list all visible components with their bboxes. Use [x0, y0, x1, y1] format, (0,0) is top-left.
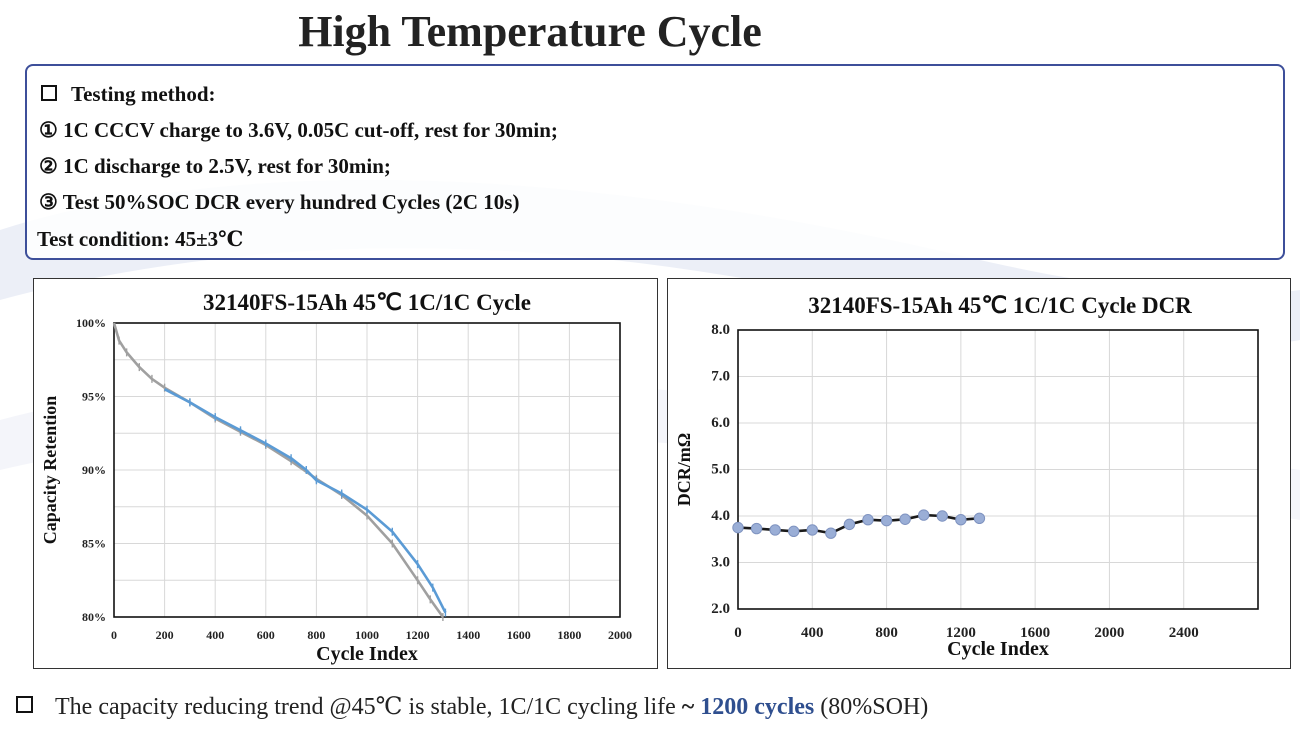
dcr-data-point: [973, 512, 986, 525]
checkbox-square-icon: [41, 85, 57, 101]
method-step-2: ② 1C discharge to 2.5V, rest for 30min;: [39, 154, 391, 178]
x-tick-label: 0: [111, 628, 117, 642]
dcr-data-point: [788, 525, 800, 538]
conclusion-text: The capacity reducing trend @45℃ is stab…: [55, 694, 676, 720]
dcr-data-point: [843, 518, 856, 531]
y-tick-label: 8.0: [711, 322, 730, 338]
checkbox-square-icon: [16, 696, 33, 713]
conclusion: The capacity reducing trend @45℃ is stab…: [16, 692, 928, 721]
x-tick-label: 400: [801, 625, 824, 641]
y-tick-label: 6.0: [711, 415, 730, 431]
x-tick-label: 1400: [456, 628, 480, 642]
x-tick-label: 800: [307, 628, 325, 642]
method-step-3: ③ Test 50%SOC DCR every hundred Cycles (…: [39, 190, 520, 214]
x-tick-label: 200: [156, 628, 174, 642]
dcr-data-point: [825, 527, 837, 539]
dcr-chart: 32140FS-15Ah 45℃ 1C/1C Cycle DCR 0 400 800 1…: [674, 293, 1259, 660]
dcr-chart-panel: 32140FS-15Ah 45℃ 1C/1C Cycle DCR 0 400 800 1…: [667, 278, 1291, 669]
y-tick-label: 5.0: [711, 462, 730, 478]
dcr-data-point: [769, 524, 781, 536]
chart-title: 32140FS-15Ah 45℃ 1C/1C Cycle: [203, 290, 531, 315]
y-tick-label: 3.0: [711, 555, 730, 571]
x-tick-label: 0: [734, 625, 742, 641]
y-tick-label: 80%: [82, 610, 106, 624]
series-line-1: [112, 322, 444, 618]
y-tick-label: 2.0: [711, 601, 730, 617]
conclusion-approx: ~: [681, 694, 695, 720]
x-tick-label: 1800: [557, 628, 581, 642]
chart-title: 32140FS-15Ah 45℃ 1C/1C Cycle DCR: [808, 293, 1192, 318]
x-tick-label: 1600: [1020, 625, 1050, 641]
y-tick-label: 7.0: [711, 369, 730, 385]
plot-frame: [737, 329, 1259, 610]
method-heading: Testing method:: [39, 82, 216, 107]
capacity-retention-chart-panel: 32140FS-15Ah 45℃ 1C/1C Cycle 0 200 400 600 80…: [33, 278, 658, 669]
dcr-data-point: [732, 521, 744, 534]
y-axis-label: Capacity Retention: [40, 396, 60, 544]
method-step-1: ① 1C CCCV charge to 3.6V, 0.05C cut-off,…: [39, 118, 558, 142]
y-axis-label: DCR/mΩ: [674, 433, 694, 506]
dcr-data-point: [806, 524, 818, 536]
x-tick-label: 600: [257, 628, 275, 642]
x-tick-label: 400: [206, 628, 224, 642]
x-tick-label: 1200: [946, 625, 976, 641]
x-axis-label: Cycle Index: [316, 643, 418, 665]
y-tick-label: 90%: [82, 463, 106, 477]
series-line-2: [163, 388, 447, 614]
capacity-retention-chart: 32140FS-15Ah 45℃ 1C/1C Cycle 0 200 400 600 80…: [40, 290, 632, 665]
dcr-data-point: [880, 514, 893, 527]
testing-method-box: Testing method: ① 1C CCCV charge to 3.6V…: [25, 64, 1285, 260]
y-tick-label: 4.0: [711, 508, 730, 524]
x-tick-label: 800: [875, 625, 898, 641]
x-axis-label: Cycle Index: [947, 638, 1049, 660]
page-title: High Temperature Cycle: [298, 7, 762, 56]
dcr-data-point: [862, 514, 874, 526]
x-tick-label: 1000: [355, 628, 379, 642]
x-tick-label: 2000: [1094, 625, 1124, 641]
y-tick-label: 100%: [76, 316, 106, 330]
plot-frame: [113, 322, 621, 618]
conclusion-soh: (80%SOH): [820, 694, 929, 720]
x-tick-label: 1600: [507, 628, 531, 642]
dcr-data-point: [955, 514, 967, 526]
x-tick-label: 1200: [406, 628, 430, 642]
dcr-data-point: [899, 513, 911, 525]
dcr-data-point: [918, 509, 930, 521]
dcr-data-point: [936, 510, 948, 522]
test-condition: Test condition: 45±3℃: [37, 227, 244, 251]
dcr-data-point: [750, 522, 763, 535]
y-tick-label: 95%: [82, 390, 106, 404]
conclusion-highlight: 1200 cycles: [700, 694, 815, 720]
x-tick-label: 2400: [1169, 625, 1199, 641]
y-tick-label: 85%: [82, 537, 106, 551]
method-heading-text: Testing method:: [71, 82, 216, 106]
x-tick-label: 2000: [608, 628, 632, 642]
